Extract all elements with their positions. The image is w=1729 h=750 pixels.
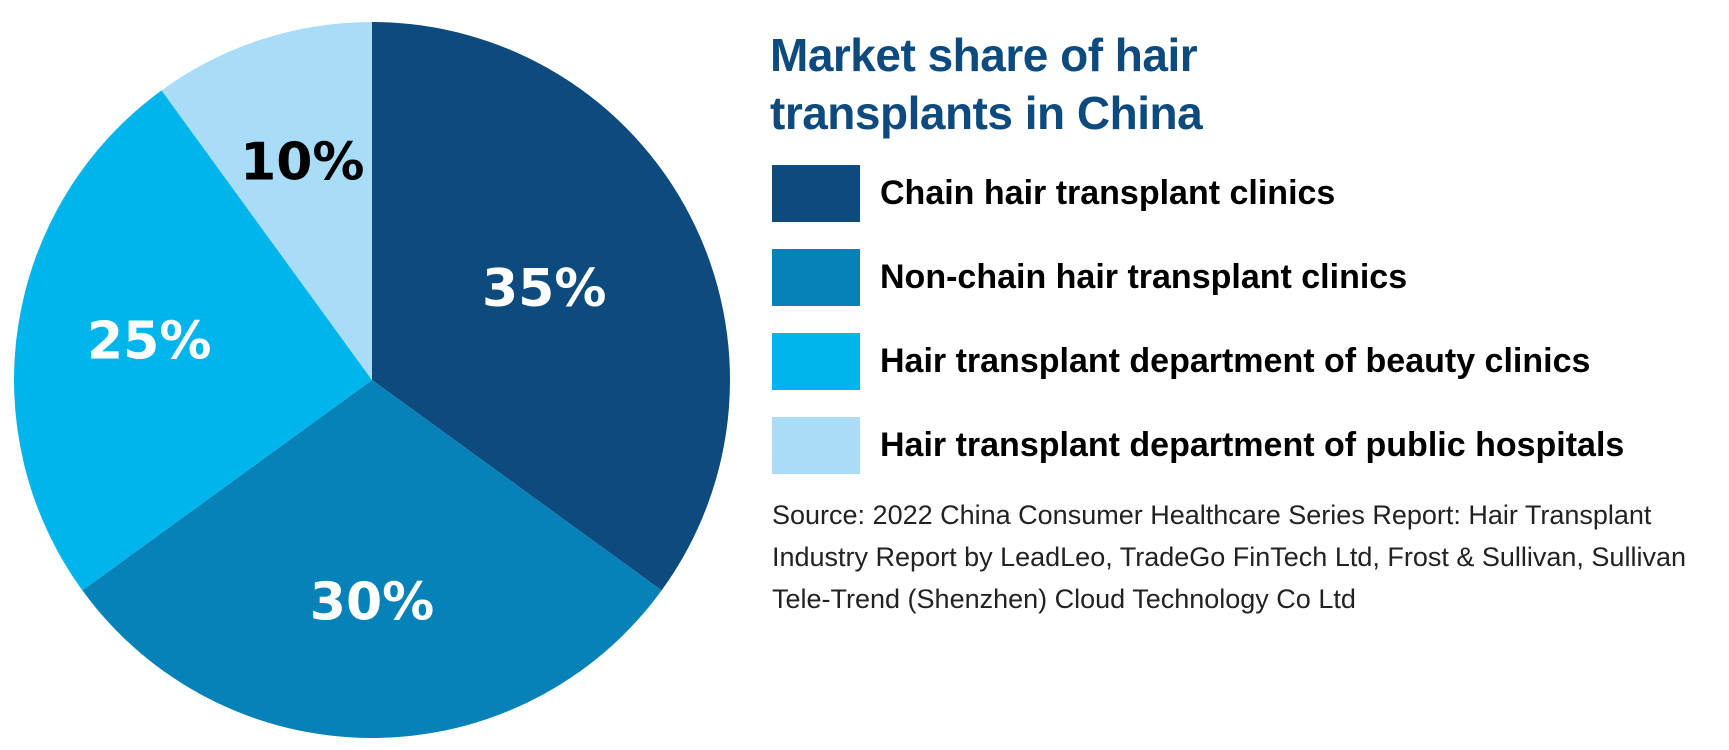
- slice-label: 25%: [87, 312, 211, 372]
- slice-label: 10%: [240, 132, 364, 192]
- source-note: Source: 2022 China Consumer Healthcare S…: [772, 500, 1686, 614]
- legend-item-chain: Chain hair transplant clinics: [772, 165, 1624, 222]
- legend-item-public-hospitals: Hair transplant department of public hos…: [772, 417, 1624, 474]
- legend-item-non-chain: Non-chain hair transplant clinics: [772, 249, 1624, 306]
- legend-label: Hair transplant department of beauty cli…: [880, 342, 1591, 380]
- legend-item-beauty-clinics: Hair transplant department of beauty cli…: [772, 333, 1624, 390]
- slice-chain: [372, 22, 731, 591]
- legend-swatch: [772, 249, 860, 306]
- legend-swatch: [772, 165, 860, 222]
- pie-chart: 35% 30% 25% 10%: [14, 22, 731, 739]
- legend-swatch: [772, 333, 860, 390]
- legend-label: Non-chain hair transplant clinics: [880, 258, 1408, 296]
- slice-public-hospitals: [161, 22, 372, 380]
- legend-label: Hair transplant department of public hos…: [880, 426, 1625, 464]
- legend-swatch: [772, 417, 860, 474]
- legend-label: Chain hair transplant clinics: [880, 174, 1336, 212]
- slice-label: 35%: [482, 259, 606, 319]
- slice-label: 30%: [310, 573, 434, 633]
- slice-beauty-clinics: [14, 90, 373, 591]
- chart-title: Market share of hair transplants in Chin…: [770, 29, 1203, 139]
- legend: Chain hair transplant clinics Non-chain …: [772, 165, 1624, 501]
- slice-non-chain: [82, 380, 662, 739]
